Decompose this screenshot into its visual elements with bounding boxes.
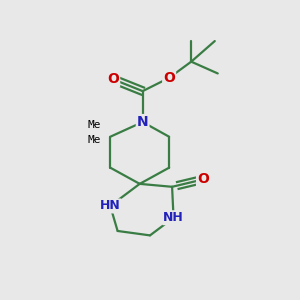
Text: HN: HN [100,200,121,212]
Text: O: O [107,72,119,86]
Text: NH: NH [163,211,184,224]
Text: N: N [137,115,148,129]
Text: Me: Me [88,135,101,145]
Text: Me: Me [88,120,101,130]
Text: O: O [163,71,175,85]
Text: O: O [197,172,209,186]
